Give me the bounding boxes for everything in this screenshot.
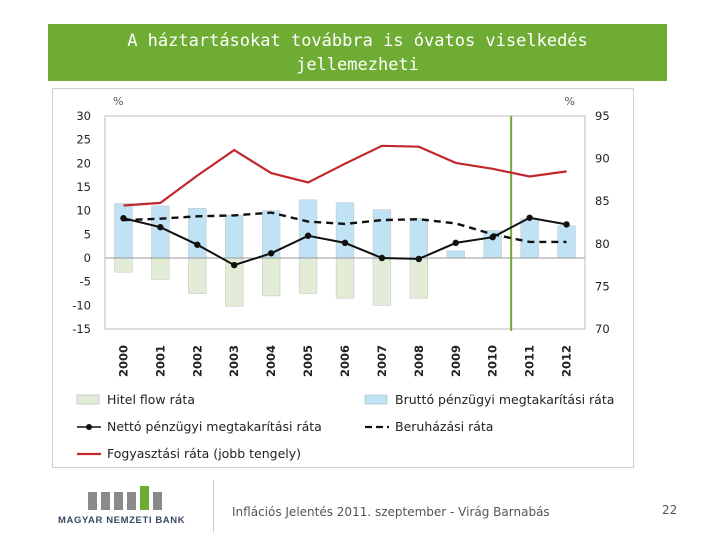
x-tick-label: 2001	[153, 345, 167, 377]
x-tick-label: 2000	[116, 345, 130, 377]
legend-label: Fogyasztási ráta (jobb tengely)	[107, 446, 301, 461]
right-tick-label: 85	[595, 194, 610, 208]
left-tick-label: -5	[80, 275, 91, 289]
bar	[520, 218, 539, 259]
left-tick-label: 0	[84, 251, 91, 265]
left-tick-label: 5	[84, 227, 91, 241]
legend-label: Nettó pénzügyi megtakarítási ráta	[107, 419, 322, 434]
bar	[114, 203, 133, 259]
bar	[335, 202, 355, 259]
right-tick-label: 75	[595, 279, 610, 293]
left-axis-unit: %	[113, 95, 123, 108]
bar	[557, 225, 576, 259]
series-point	[378, 254, 386, 262]
x-tick-label: 2003	[227, 345, 241, 377]
legend-swatch	[76, 394, 100, 405]
right-tick-label: 80	[595, 237, 610, 251]
series-line	[123, 211, 567, 244]
series-line	[123, 144, 567, 207]
x-tick-label: 2005	[301, 345, 315, 377]
slide-title: A háztartásokat továbbra is óvatos visel…	[48, 24, 667, 81]
bar	[409, 257, 429, 299]
x-tick-label: 2007	[375, 345, 389, 377]
series-point	[341, 239, 349, 247]
bar	[372, 257, 392, 306]
left-tick-label: 30	[76, 109, 91, 123]
x-tick-label: 2006	[338, 345, 352, 377]
legend-swatch	[364, 394, 388, 405]
right-tick-label: 70	[595, 322, 610, 336]
left-tick-label: 25	[76, 133, 91, 147]
x-tick-label: 2011	[523, 345, 537, 377]
page-number: 22	[662, 503, 678, 517]
bar	[261, 257, 281, 297]
series-point	[452, 239, 459, 247]
bar	[372, 209, 392, 259]
x-tick-label: 2010	[486, 345, 500, 377]
slide-title-line2: jellemezheti	[296, 55, 419, 75]
bar	[188, 257, 207, 294]
legend-label: Hitel flow ráta	[107, 392, 195, 407]
footer-text: Inflációs Jelentés 2011. szeptember - Vi…	[232, 505, 550, 519]
bar	[335, 257, 355, 299]
series-point	[157, 224, 164, 231]
series-point	[563, 221, 570, 228]
series-point	[415, 255, 423, 263]
legend-label: Bruttó pénzügyi megtakarítási ráta	[395, 392, 614, 407]
series-point	[304, 232, 312, 239]
right-axis-unit: %	[565, 95, 575, 108]
logo-bars-icon	[88, 486, 162, 510]
left-tick-label: -10	[72, 298, 91, 312]
bar	[225, 215, 244, 259]
series-point	[231, 261, 238, 269]
x-tick-label: 2009	[449, 345, 463, 377]
right-tick-label: 95	[595, 109, 610, 123]
bar	[298, 257, 318, 294]
legend-label: Beruházási ráta	[395, 419, 493, 434]
left-tick-label: 15	[76, 180, 91, 194]
left-tick-label: 20	[76, 156, 91, 170]
x-tick-label: 2012	[560, 345, 574, 377]
chart-panel: 30 25 20 15 10 5 0 -5 -10 -15% 95 90 85 80 75 70% 2000 20…	[52, 88, 634, 468]
series-point	[267, 250, 275, 257]
x-tick-label: 2002	[190, 345, 204, 377]
slide-title-line1: A háztartásokat továbbra is óvatos visel…	[127, 31, 588, 51]
bar	[446, 250, 465, 259]
left-tick-label: -15	[72, 322, 91, 336]
logo-text: MAGYAR NEMZETI BANK	[58, 515, 186, 526]
series-point	[194, 241, 201, 248]
bar	[151, 205, 170, 259]
bar	[298, 199, 318, 259]
mnb-logo	[52, 478, 204, 530]
footer-divider	[213, 480, 214, 532]
legend-swatch-marker	[86, 424, 92, 430]
left-tick-label: 10	[76, 204, 91, 218]
bar	[151, 257, 170, 280]
chart-svg: 30 25 20 15 10 5 0 -5 -10 -15% 95 90 85 80 75 70% 2000 20…	[72, 95, 614, 461]
plot-border	[104, 115, 586, 330]
x-tick-label: 2008	[412, 345, 426, 377]
bar	[114, 257, 133, 273]
bar	[409, 218, 429, 259]
x-tick-label: 2004	[264, 345, 278, 377]
right-tick-label: 90	[595, 152, 610, 166]
series-point	[526, 214, 533, 221]
